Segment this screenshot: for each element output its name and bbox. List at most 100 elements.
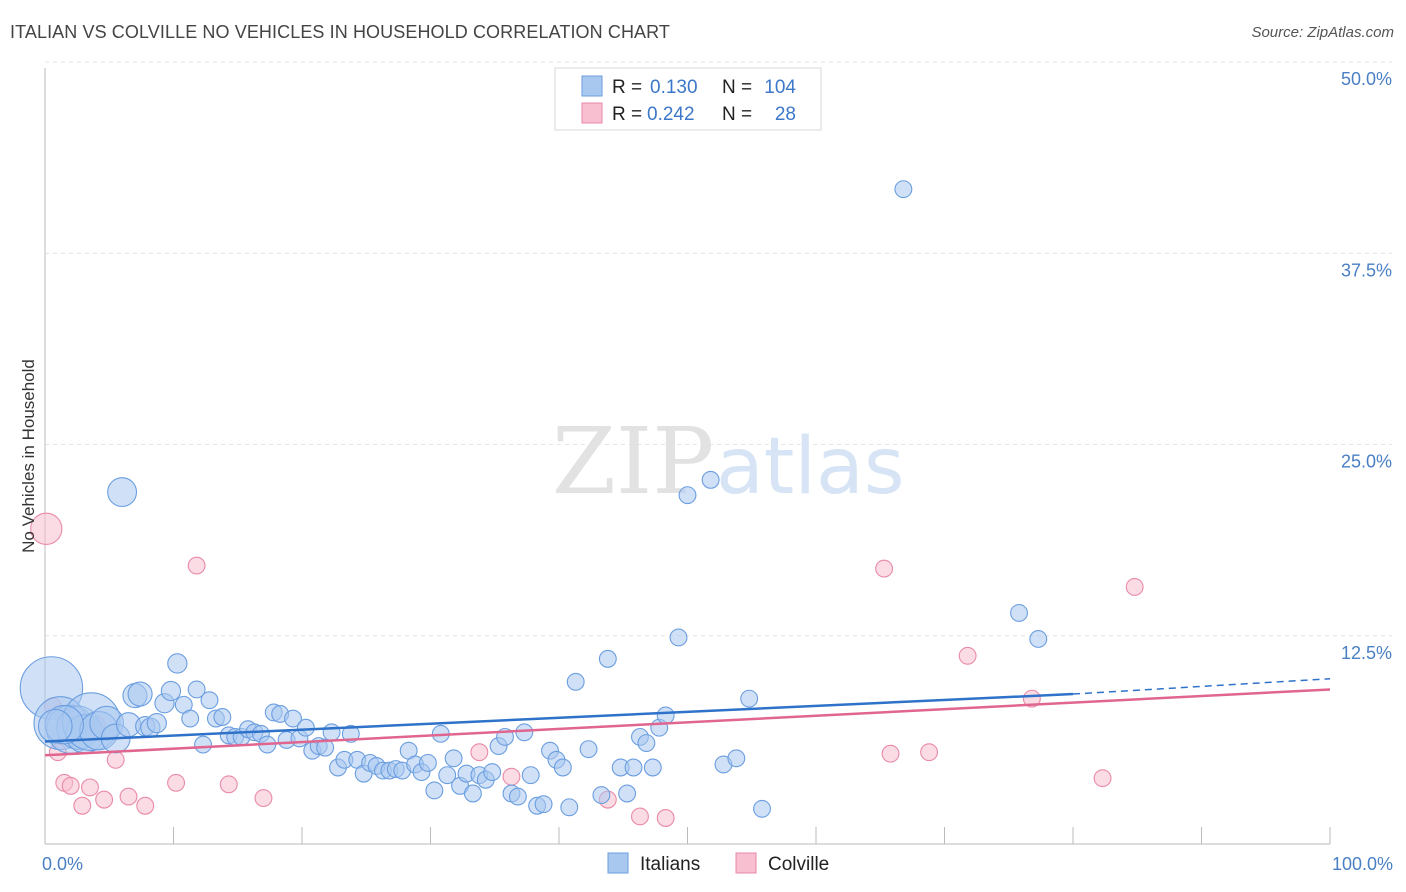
colville-point-21 [875,559,894,578]
italians-point-71 [508,787,527,806]
colville-point-26 [1093,769,1112,788]
legend-italians-r-value: 0.130 [650,77,698,98]
italians-point-15 [146,712,167,734]
italians-points [19,180,1048,818]
italians-point-75 [534,795,553,814]
italians-point-103 [37,708,73,744]
y-tick-label-0: 12.5% [1341,643,1392,663]
italians-point-18 [167,653,188,674]
italians-point-98 [753,799,771,818]
italians-point-86 [624,758,643,777]
italians-point-93 [678,486,697,505]
italians-point-20 [181,709,200,728]
y-tick-label-3: 50.0% [1341,69,1392,89]
x-tick-label-1: 100.0% [1332,854,1393,874]
legend-italians-swatch [581,75,603,97]
colville-point-9 [119,787,138,806]
italians-point-82 [592,786,611,804]
bottom-legend-italians-swatch [607,852,629,874]
colville-points [30,512,1144,827]
colville-trend-line [44,688,1331,757]
x-tick-label-0: 0.0% [42,854,83,874]
italians-point-89 [643,758,662,777]
italians-point-25 [213,708,232,726]
y-axis-label: No Vehicles in Household [19,359,38,553]
italians-point-22 [194,735,213,754]
trend-lines [44,678,1331,757]
colville-point-0 [30,512,63,545]
legend-colville-swatch [581,102,603,124]
stats-legend: R = 0.130 N = 104 R = 0.242 N = 28 [554,67,822,131]
colville-point-22 [881,744,900,763]
italians-point-78 [553,758,572,777]
watermark-atlas: atlas [716,422,905,512]
italians-point-92 [669,628,688,647]
legend-italians-n-label: N = [722,77,752,98]
bottom-legend-colville-swatch [735,852,757,874]
colville-point-8 [106,750,125,769]
colville-point-7 [95,790,114,809]
legend-colville-r-label: R = [612,104,642,125]
italians-point-80 [566,672,585,691]
italians-point-9 [107,477,138,508]
colville-point-14 [254,789,273,808]
colville-point-25 [1022,689,1041,708]
italians-point-17 [160,680,182,702]
italians-point-58 [425,781,444,800]
italians-point-61 [444,749,463,768]
colville-point-5 [81,778,99,797]
italians-point-64 [463,784,482,803]
colville-point-12 [187,556,206,575]
legend-colville-n-label: N = [722,104,752,125]
italians-point-73 [521,766,540,785]
italians-point-81 [579,740,598,759]
italians-point-23 [200,691,219,710]
legend-colville-r-value: 0.242 [647,104,695,125]
bottom-legend-italians-label: Italians [640,854,700,875]
colville-point-11 [167,773,186,792]
italians-point-99 [894,180,913,199]
chart-title: ITALIAN VS COLVILLE NO VEHICLES IN HOUSE… [10,22,671,42]
colville-point-23 [920,743,939,762]
italians-point-79 [560,798,579,817]
colville-point-4 [73,796,92,815]
italians-point-42 [322,723,341,742]
italians-point-101 [1029,630,1048,648]
colville-point-16 [470,743,489,762]
italians-point-12 [127,681,153,707]
italians-point-41 [316,738,335,757]
italians-point-85 [618,784,637,803]
series-legend: Italians Colville [607,852,829,875]
colville-point-17 [502,767,521,786]
legend-italians-n-value: 104 [764,77,796,98]
colville-point-20 [656,809,675,827]
colville-point-19 [631,807,649,826]
italians-point-38 [296,718,315,737]
colville-point-13 [219,775,238,794]
gridlines [45,61,1392,637]
italians-point-36 [284,709,302,728]
italians-point-100 [1010,604,1028,622]
colville-point-27 [1125,578,1144,596]
italians-point-57 [418,753,437,772]
italians-point-96 [727,749,746,768]
legend-colville-n-value: 28 [775,104,796,125]
colville-point-10 [136,796,155,815]
colville-point-24 [958,646,977,665]
italians-trend-line [44,692,1074,743]
source-label: Source: ZipAtlas.com [1251,24,1394,41]
italians-point-83 [598,649,617,668]
italians-point-72 [515,723,534,742]
legend-italians-r-label: R = [612,77,642,98]
colville-point-3 [61,776,80,795]
y-tick-label-1: 25.0% [1341,452,1392,472]
y-tick-label-2: 37.5% [1341,260,1392,280]
italians-point-21 [187,680,206,699]
italians-point-97 [740,689,759,708]
tick-labels: 12.5% 25.0% 37.5% 50.0% 0.0% 100.0% [42,69,1393,874]
italians-point-88 [637,734,656,752]
italians-point-94 [701,470,720,489]
italians-point-45 [341,724,360,743]
italians-trend-extension [1072,678,1331,695]
